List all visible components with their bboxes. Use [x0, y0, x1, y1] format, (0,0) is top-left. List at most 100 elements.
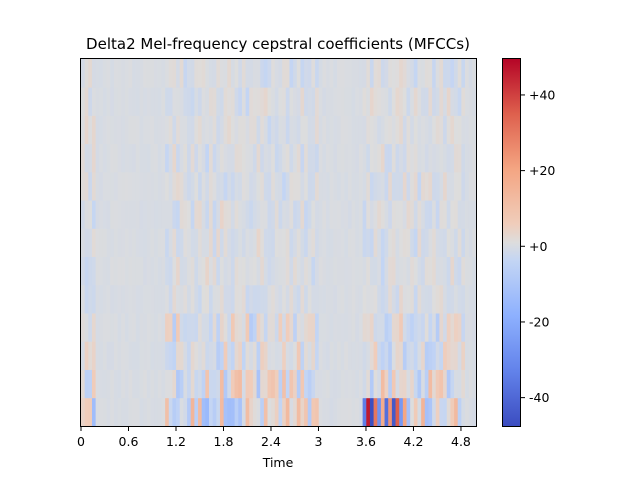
heatmap-cell — [344, 59, 349, 88]
heatmap-cell — [187, 284, 192, 314]
heatmap-cell — [337, 313, 342, 342]
heatmap-cell — [263, 256, 268, 286]
heatmap-cell — [406, 87, 411, 116]
heatmap-cell — [413, 397, 418, 427]
heatmap-cell — [315, 313, 320, 342]
heatmap-cell — [102, 284, 107, 314]
heatmap-cell — [289, 171, 294, 201]
heatmap-cell — [304, 228, 309, 258]
heatmap-cell — [117, 87, 122, 116]
heatmap-cell — [384, 59, 389, 88]
heatmap-cell — [421, 313, 426, 342]
heatmap-cell — [373, 143, 378, 173]
heatmap-cell — [468, 59, 473, 88]
heatmap-cell — [95, 87, 100, 116]
heatmap-cell — [322, 115, 327, 145]
heatmap-cell — [99, 341, 104, 370]
colorbar-tick-label: -20 — [529, 314, 549, 329]
heatmap-cell — [278, 284, 283, 314]
heatmap-cell — [311, 59, 316, 88]
heatmap-cell — [344, 369, 349, 399]
heatmap-cell — [388, 115, 393, 145]
heatmap-cell — [347, 59, 353, 88]
heatmap-cell — [373, 284, 378, 314]
heatmap-cell — [388, 143, 393, 173]
heatmap-cell — [139, 143, 144, 173]
heatmap-cell — [293, 256, 298, 286]
heatmap-cell — [446, 115, 451, 145]
heatmap-cell — [468, 397, 473, 427]
heatmap-cell — [249, 115, 254, 145]
heatmap-cell — [267, 115, 272, 145]
heatmap-cell — [369, 369, 374, 399]
heatmap-cell — [454, 171, 459, 201]
heatmap-cell — [435, 341, 440, 370]
heatmap-cell — [457, 284, 462, 314]
heatmap-cell — [468, 87, 473, 116]
heatmap-cell — [289, 313, 294, 342]
heatmap-cell — [238, 369, 243, 399]
heatmap-cell — [468, 115, 473, 145]
heatmap-cell — [410, 59, 415, 88]
heatmap-cell — [201, 284, 206, 314]
heatmap-cell — [304, 200, 309, 229]
heatmap-cell — [384, 256, 389, 286]
heatmap-cell — [454, 200, 459, 229]
heatmap-cell — [260, 369, 265, 399]
heatmap-cell — [252, 228, 257, 258]
heatmap-cell — [88, 397, 93, 427]
heatmap-cell — [271, 369, 276, 399]
heatmap-cell — [154, 87, 159, 116]
heatmap-cell — [176, 313, 181, 342]
heatmap-cell — [234, 143, 239, 173]
heatmap-cell — [282, 171, 287, 201]
heatmap-cell — [373, 397, 378, 427]
heatmap-cell — [146, 143, 151, 173]
heatmap-cell — [223, 369, 228, 399]
heatmap-cell — [289, 87, 294, 116]
heatmap-cell — [179, 143, 184, 173]
heatmap-cell — [326, 87, 331, 116]
heatmap-cell — [421, 397, 426, 427]
heatmap-cell — [117, 341, 122, 370]
heatmap-cell — [377, 200, 382, 229]
heatmap-cell — [278, 200, 283, 229]
heatmap-cell — [439, 200, 444, 229]
heatmap-cell — [271, 59, 276, 88]
heatmap-cell — [99, 59, 104, 88]
heatmap-cell — [150, 341, 155, 370]
heatmap-cell — [318, 341, 323, 370]
heatmap-cell — [322, 87, 327, 116]
heatmap-cell — [150, 115, 155, 145]
heatmap-cell — [384, 341, 389, 370]
heatmap-cell — [454, 115, 459, 145]
heatmap-cell — [282, 256, 287, 286]
heatmap-cell — [366, 143, 371, 173]
heatmap-cell — [267, 200, 272, 229]
heatmap-cell — [84, 369, 89, 399]
heatmap-cell — [410, 171, 415, 201]
heatmap-cell — [234, 369, 239, 399]
heatmap-cell — [432, 284, 437, 314]
heatmap-cell — [106, 313, 111, 342]
heatmap-cell — [439, 313, 444, 342]
heatmap-cell — [252, 171, 257, 201]
heatmap-cell — [351, 200, 356, 229]
heatmap-cell — [150, 397, 155, 427]
heatmap-cell — [377, 115, 382, 145]
heatmap-cell — [289, 115, 294, 145]
heatmap-cell — [315, 87, 320, 116]
heatmap-cell — [366, 256, 371, 286]
heatmap-cell — [227, 397, 232, 427]
heatmap-cell — [402, 369, 407, 399]
heatmap-cell — [187, 200, 192, 229]
heatmap-cell — [318, 397, 323, 427]
heatmap-cell — [154, 171, 159, 201]
heatmap-cell — [135, 397, 140, 427]
heatmap-cell — [450, 228, 455, 258]
heatmap-cell — [391, 256, 396, 286]
heatmap-cell — [238, 59, 243, 88]
heatmap-cell — [307, 143, 312, 173]
heatmap-cell — [274, 59, 279, 88]
heatmap-cell — [424, 397, 429, 427]
